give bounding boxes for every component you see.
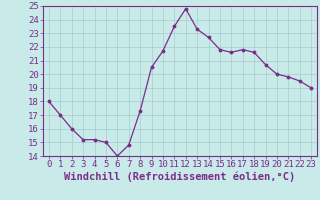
X-axis label: Windchill (Refroidissement éolien,°C): Windchill (Refroidissement éolien,°C) [64, 172, 296, 182]
